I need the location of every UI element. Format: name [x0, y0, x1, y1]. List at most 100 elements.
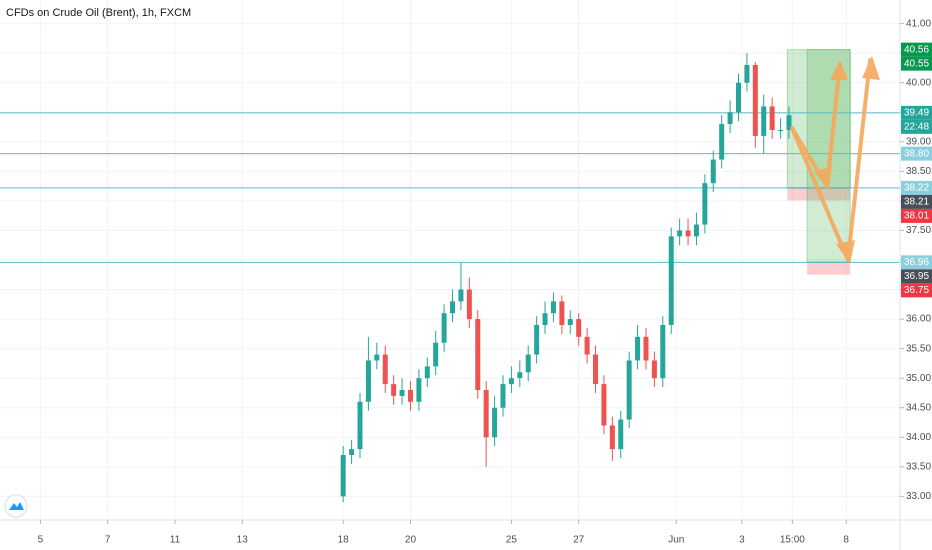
price-label-box: [901, 42, 932, 57]
price-label-box: [901, 180, 932, 195]
candle-body: [618, 419, 624, 450]
y-tick-label: 40.00: [906, 77, 931, 88]
candle-body: [416, 378, 422, 402]
candle-body: [365, 360, 371, 402]
candle-body: [567, 319, 573, 325]
x-tick-label: 11: [170, 535, 181, 546]
y-tick-label: 35.00: [906, 373, 931, 384]
candle-body: [677, 230, 683, 237]
candle-body: [441, 313, 447, 343]
price-label: 38.21: [904, 197, 929, 208]
x-tick-label: 18: [338, 535, 350, 546]
candle-body: [525, 354, 531, 373]
price-label: 38.01: [904, 211, 929, 222]
stop-zone: [807, 262, 851, 275]
candle-body: [727, 112, 733, 125]
x-tick-label: 8: [843, 535, 849, 546]
y-tick-label: 41.00: [906, 18, 931, 29]
plot: [0, 49, 900, 503]
candle-body: [407, 390, 413, 402]
candle-body: [492, 407, 498, 438]
candle-body: [719, 124, 725, 160]
candle-body: [710, 159, 716, 184]
arrow-head: [862, 56, 880, 80]
price-label: 36.75: [904, 285, 929, 296]
candle-body: [651, 360, 657, 379]
candle-body: [685, 230, 691, 237]
candle-body: [542, 313, 548, 325]
candle-body: [660, 325, 666, 379]
logo-icon: [9, 502, 24, 510]
y-tick-label: 38.50: [906, 166, 931, 177]
candle-body: [340, 455, 346, 497]
grid: [0, 0, 900, 520]
candle-body: [433, 342, 439, 367]
candle-body: [593, 354, 599, 385]
candle-body: [744, 65, 750, 83]
price-label-box: [901, 146, 932, 161]
y-tick-label: 33.00: [906, 491, 931, 502]
arrows: [790, 56, 880, 264]
y-tick-label: 37.50: [906, 225, 931, 236]
candle-body: [626, 360, 632, 420]
candle-body: [559, 301, 565, 325]
candle-body: [391, 384, 397, 396]
price-axis: 33.0033.5034.0034.5035.0035.5036.0036.50…: [38, 18, 932, 546]
price-label-box: [901, 194, 932, 209]
price-label-box: [901, 269, 932, 284]
logo[interactable]: [4, 494, 28, 518]
price-label-box: [901, 105, 932, 120]
candle-body: [508, 378, 514, 385]
x-tick-label: 20: [405, 535, 417, 546]
candle-body: [609, 425, 615, 450]
x-tick-label: 25: [506, 535, 518, 546]
arrow-head: [830, 60, 848, 80]
x-tick-label: 13: [237, 535, 249, 546]
candle-body: [450, 301, 456, 314]
y-tick-label: 35.50: [906, 343, 931, 354]
candle-body: [475, 319, 481, 390]
price-label-box: [901, 56, 932, 71]
candle-body: [702, 183, 708, 225]
candle-body: [550, 301, 556, 314]
price-label: 40.56: [904, 44, 929, 55]
candle-body: [458, 289, 464, 302]
x-tick-label: 3: [739, 535, 745, 546]
price-label: 36.95: [904, 271, 929, 282]
candle-body: [382, 354, 388, 385]
candle-body: [668, 236, 674, 325]
candle-body: [769, 106, 775, 130]
price-label: 38.80: [904, 148, 929, 159]
candle-body: [584, 336, 590, 355]
price-label-box: [901, 208, 932, 223]
chart-title: CFDs on Crude Oil (Brent), 1h, FXCM: [6, 7, 191, 19]
x-tick-label: 15:00: [780, 535, 805, 546]
y-tick-label: 33.50: [906, 461, 931, 472]
arrow-head: [836, 240, 855, 264]
candle-body: [349, 449, 355, 455]
y-tick-label: 36.00: [906, 314, 931, 325]
candle-body: [424, 366, 430, 379]
candle-body: [778, 130, 784, 131]
candle-body: [517, 372, 523, 379]
price-label-box: [901, 283, 932, 298]
candle-body: [399, 390, 405, 396]
price-label: 38.22: [904, 183, 929, 194]
countdown: 22:48: [904, 122, 929, 133]
y-tick-label: 34.00: [906, 432, 931, 443]
candle-body: [635, 336, 641, 361]
candle-body: [786, 115, 792, 130]
countdown-box: [901, 119, 932, 134]
candle-body: [601, 384, 607, 426]
candle-body: [761, 106, 767, 136]
x-tick-label: Jun: [668, 535, 684, 546]
price-label-box: [901, 255, 932, 270]
candle-body: [736, 82, 742, 113]
candle-body: [500, 384, 506, 408]
candle-body: [643, 336, 649, 361]
candle-body: [466, 289, 472, 320]
candle-body: [357, 401, 363, 450]
x-tick-label: 7: [105, 535, 111, 546]
